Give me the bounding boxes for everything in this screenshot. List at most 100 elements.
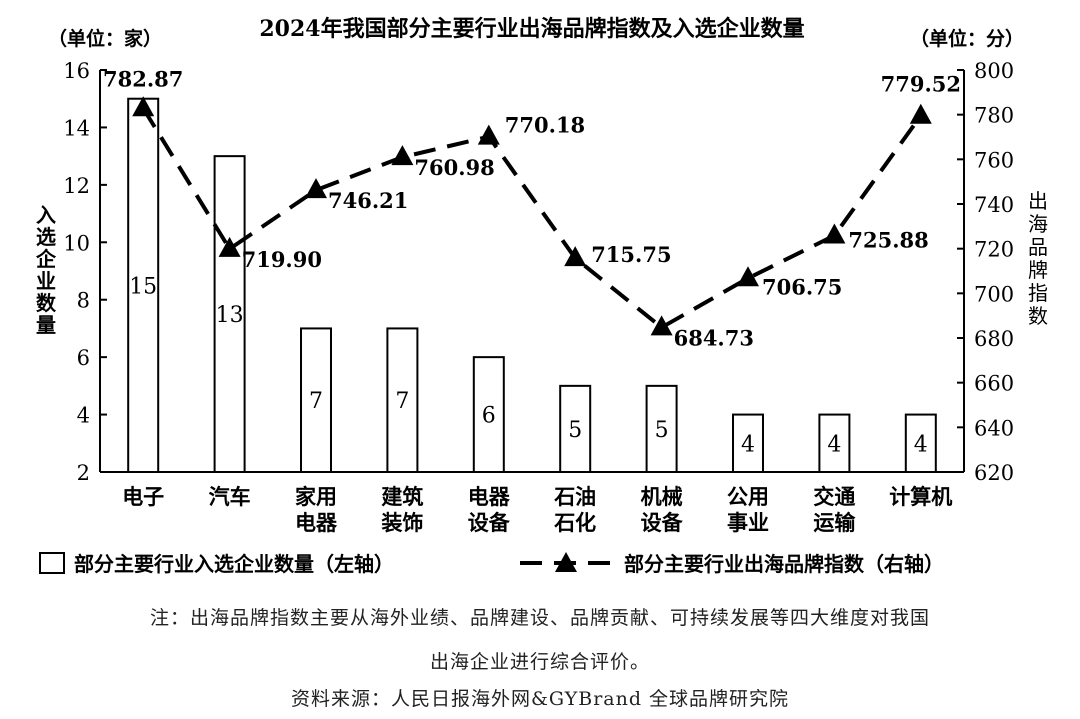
legend: 部分主要行业入选企业数量（左轴） 部分主要行业出海品牌指数（右轴） bbox=[39, 552, 944, 576]
category-label: 电器 bbox=[295, 510, 338, 535]
category-label: 石油 bbox=[553, 484, 596, 509]
category-label: 计算机 bbox=[889, 484, 952, 509]
left-tick-label: 16 bbox=[63, 59, 90, 83]
line-value-label: 770.18 bbox=[505, 113, 585, 138]
line-value-label: 779.52 bbox=[881, 72, 961, 97]
legend-bar-label: 部分主要行业入选企业数量（左轴） bbox=[74, 552, 394, 576]
left-axis-ticks: 2 4 6 8 10 12 14 16 bbox=[63, 59, 107, 485]
triangle-marker bbox=[218, 236, 241, 257]
chart-title: 2024年我国部分主要行业出海品牌指数及入选企业数量 bbox=[259, 16, 804, 42]
right-tick-label: 700 bbox=[974, 282, 1014, 306]
bar bbox=[818, 413, 851, 474]
category-label: 石化 bbox=[553, 510, 596, 535]
right-tick-label: 780 bbox=[974, 104, 1014, 128]
bar-value-label: 7 bbox=[309, 389, 323, 414]
category-label: 事业 bbox=[727, 510, 769, 535]
left-tick-label: 14 bbox=[63, 116, 90, 140]
bar-value-label: 5 bbox=[568, 418, 582, 443]
axis-title-char: 入 bbox=[36, 203, 56, 227]
bar bbox=[559, 384, 592, 474]
axis-title-char: 业 bbox=[36, 269, 56, 293]
right-tick-label: 620 bbox=[974, 461, 1014, 485]
triangle-marker bbox=[132, 96, 155, 117]
category-label: 设备 bbox=[468, 510, 511, 535]
line-value-label: 725.88 bbox=[848, 228, 928, 253]
triangle-marker bbox=[477, 124, 500, 145]
bar-value-label: 5 bbox=[655, 418, 669, 443]
legend-triangle-marker bbox=[555, 552, 577, 572]
left-tick-label: 8 bbox=[77, 289, 90, 313]
left-unit-label: （单位：家） bbox=[48, 27, 162, 50]
bar-value-label: 4 bbox=[914, 432, 928, 457]
axis-title-char: 品 bbox=[1028, 235, 1048, 259]
category-label: 公用 bbox=[727, 484, 769, 509]
line-value-label: 760.98 bbox=[414, 155, 494, 180]
left-tick-label: 12 bbox=[63, 174, 90, 198]
axis-title-char: 数 bbox=[1028, 304, 1048, 328]
right-tick-label: 740 bbox=[974, 193, 1014, 217]
category-label: 装饰 bbox=[381, 510, 423, 535]
bar-value-label: 4 bbox=[827, 432, 841, 457]
right-tick-label: 660 bbox=[974, 372, 1014, 396]
axis-title-char: 出 bbox=[1028, 189, 1048, 213]
right-tick-label: 640 bbox=[974, 416, 1014, 440]
bar-value-label: 15 bbox=[129, 274, 157, 299]
bar bbox=[732, 413, 764, 474]
bar-value-label: 6 bbox=[482, 404, 496, 429]
left-tick-label: 10 bbox=[63, 231, 90, 255]
bar bbox=[472, 356, 505, 473]
source-note: 资料来源：人民日报海外网&GYBrand 全球品牌研究院 bbox=[290, 688, 790, 710]
bar bbox=[213, 155, 246, 473]
triangle-marker bbox=[564, 246, 587, 267]
axis-title-char: 数 bbox=[36, 291, 57, 315]
bar bbox=[386, 327, 419, 473]
line-value-label: 715.75 bbox=[591, 242, 671, 267]
right-axis-title: 出海品牌指数 bbox=[1028, 189, 1048, 328]
bar-value-label: 7 bbox=[395, 389, 409, 414]
category-label: 电器 bbox=[468, 484, 511, 509]
axis-title-char: 量 bbox=[36, 313, 56, 337]
left-tick-label: 4 bbox=[77, 404, 90, 428]
right-tick-label: 760 bbox=[974, 148, 1014, 172]
note-line-2: 出海企业进行综合评价。 bbox=[429, 651, 650, 673]
category-label: 设备 bbox=[641, 510, 684, 535]
left-tick-label: 2 bbox=[77, 461, 90, 485]
axis-title-char: 牌 bbox=[1028, 258, 1048, 282]
bar-value-label: 13 bbox=[216, 303, 244, 328]
category-label: 运输 bbox=[813, 510, 856, 535]
triangle-marker bbox=[737, 266, 759, 287]
index-line bbox=[141, 107, 923, 330]
axis-title-char: 海 bbox=[1028, 212, 1048, 236]
line-value-label: 719.90 bbox=[242, 247, 322, 272]
right-unit-label: （单位：分） bbox=[910, 27, 1024, 50]
triangle-marker bbox=[650, 315, 673, 336]
category-label: 家用 bbox=[295, 484, 337, 509]
right-axis-ticks: 620 640 660 680 700 720 740 760 780 800 bbox=[957, 59, 1014, 485]
bar-value-label: 4 bbox=[741, 432, 755, 457]
line-value-label: 706.75 bbox=[762, 274, 842, 299]
triangle-marker bbox=[305, 178, 327, 199]
bar bbox=[645, 384, 678, 474]
line-value-label: 746.21 bbox=[328, 188, 408, 213]
axis-title-char: 选 bbox=[36, 225, 56, 249]
left-tick-label: 6 bbox=[77, 346, 90, 370]
right-tick-label: 720 bbox=[974, 238, 1014, 262]
line-value-label: 782.87 bbox=[103, 66, 183, 91]
triangle-marker bbox=[391, 145, 414, 166]
category-label: 建筑 bbox=[381, 484, 423, 509]
note-line-1: 注：出海品牌指数主要从海外业绩、品牌建设、品牌贡献、可持续发展等四大维度对我国 bbox=[149, 607, 930, 629]
line-value-label: 684.73 bbox=[674, 325, 754, 350]
category-label: 电子 bbox=[122, 484, 164, 509]
triangle-marker bbox=[909, 103, 932, 124]
left-axis-title: 入选企业数量 bbox=[35, 203, 57, 337]
axis-title-char: 企 bbox=[35, 247, 57, 271]
right-tick-label: 680 bbox=[974, 327, 1014, 351]
axis-title-char: 指 bbox=[1028, 281, 1048, 305]
bar-series: 15 13 7 7 6 5 5 4 4 4 bbox=[127, 97, 937, 474]
category-label: 汽车 bbox=[209, 484, 251, 509]
right-tick-label: 800 bbox=[974, 59, 1014, 83]
triangle-marker bbox=[823, 223, 846, 244]
legend-bar-swatch bbox=[39, 552, 65, 574]
